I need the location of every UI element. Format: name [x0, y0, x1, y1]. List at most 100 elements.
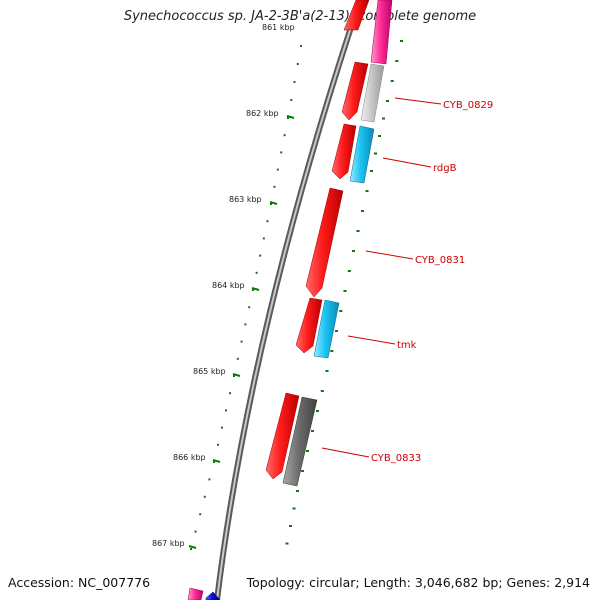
cds-feature-cyb0828[interactable] [343, 0, 370, 31]
ruler-dot [208, 478, 211, 481]
backbone-arc [214, 0, 363, 600]
ruler-dot [266, 220, 269, 223]
leader-tmk [347, 335, 396, 345]
gene-label-cyb0831[interactable]: CYB_0831 [415, 255, 465, 266]
leader-rdgb [382, 157, 432, 168]
outer-ruler-dot [311, 430, 314, 432]
ruler-label-867: 867 kbp [152, 539, 185, 548]
ruler-dot [300, 45, 302, 47]
cds-feature-rdgb[interactable] [331, 123, 357, 180]
leader-cyb0833 [321, 447, 370, 458]
ruler-dot [255, 271, 258, 274]
ruler-dot [283, 134, 286, 137]
cds-feature-cyb0831[interactable] [305, 187, 344, 298]
outer-ruler-dot [285, 542, 289, 545]
ruler-dot [262, 237, 265, 240]
cog-feature-pink-bottom[interactable] [187, 587, 204, 600]
accession-text: Accession: NC_007776 [8, 575, 151, 590]
ruler-label-863: 863 kbp [229, 195, 262, 204]
ruler-tick-862 [286, 115, 295, 119]
outer-ruler-dot [361, 210, 364, 212]
outer-ruler-dot [352, 250, 355, 252]
ruler-dot [236, 357, 239, 360]
cog-track [187, 0, 393, 600]
gene-label-tmk[interactable]: tmk [397, 340, 417, 351]
outer-ruler-dot [292, 507, 296, 510]
gene-label-cyb0833[interactable]: CYB_0833 [371, 453, 421, 464]
cds-feature-cyb0833[interactable] [265, 392, 300, 480]
cog-feature-darkgrey-cyb0833[interactable] [282, 396, 318, 487]
ruler-dot [248, 306, 251, 309]
outer-ruler-dot [378, 135, 381, 137]
ruler-dot [240, 340, 243, 343]
outer-ruler-dot [390, 80, 394, 82]
ruler-dot [233, 375, 235, 377]
ruler-ticks: 862 kbp 863 kbp 864 kbp 865 kbp 866 kbp … [152, 109, 295, 549]
ruler-dot [296, 63, 299, 65]
outer-ruler-dot [339, 310, 343, 312]
outer-ruler-dot [365, 190, 369, 192]
outer-ruler-dots [285, 40, 403, 545]
outer-ruler-dot [330, 350, 334, 352]
outer-ruler-dot [296, 490, 299, 492]
ruler-dot [229, 392, 231, 395]
ruler-dot [203, 495, 206, 498]
outer-ruler-dot [320, 390, 324, 392]
ruler-dot [217, 443, 219, 446]
ruler-dot [276, 168, 279, 171]
ruler-tick-865 [232, 373, 241, 377]
outer-ruler-dot [386, 100, 389, 102]
ruler-dot [273, 185, 276, 188]
ruler-tick-863 [269, 201, 278, 205]
gene-label-cyb0829[interactable]: CYB_0829 [443, 100, 493, 111]
outer-ruler-dot [301, 470, 304, 472]
ruler-dot [194, 530, 197, 533]
outer-ruler-dot [356, 230, 360, 232]
gene-label-rdgb[interactable]: rdgB [433, 163, 457, 174]
ruler-dot [270, 203, 272, 205]
ruler-tick-867 [188, 545, 197, 549]
cds-feature-tmk[interactable] [295, 297, 323, 354]
ruler-dot [259, 254, 262, 257]
ruler-dot [190, 548, 192, 550]
ruler-label-865: 865 kbp [193, 367, 226, 376]
outer-ruler-dot [370, 170, 373, 172]
outer-ruler-dot [316, 410, 319, 412]
leader-cyb0831 [365, 250, 414, 260]
outer-ruler-dot [347, 270, 351, 272]
outer-ruler-dot [325, 370, 329, 372]
outer-ruler-dot [306, 450, 309, 452]
leader-cyb0829 [394, 97, 442, 105]
outer-ruler-dot [395, 60, 399, 62]
ruler-dot [287, 117, 289, 119]
outer-ruler-dot [374, 152, 377, 155]
ruler-dot [252, 289, 254, 291]
ruler-dot [290, 99, 293, 101]
genome-summary-text: Topology: circular; Length: 3,046,682 bp… [246, 575, 590, 590]
outer-ruler-dot [335, 330, 338, 332]
cog-feature-grey-cyb0829[interactable] [360, 63, 385, 123]
outer-ruler-dot [400, 40, 403, 42]
ruler-label-864: 864 kbp [212, 281, 245, 290]
cog-feature-pink-top[interactable] [370, 0, 393, 65]
ruler-dot [213, 461, 215, 463]
ruler-dot [280, 151, 283, 154]
ruler-dot [244, 323, 247, 326]
ruler-dot [221, 426, 223, 429]
ruler-tick-864 [251, 287, 260, 291]
ruler-dot [293, 81, 296, 83]
cog-feature-blue-bottom[interactable] [205, 591, 221, 600]
cds-feature-cyb0829[interactable] [341, 61, 369, 121]
outer-ruler-dot [343, 290, 347, 292]
ruler-dots [190, 45, 302, 550]
cog-feature-cyan-rdgb[interactable] [349, 125, 375, 184]
outer-ruler-dot [289, 525, 292, 527]
backbone-arc-highlight [216, 0, 361, 600]
ruler-dot [225, 409, 227, 412]
label-leaders [321, 97, 442, 458]
ruler-label-862: 862 kbp [246, 109, 279, 118]
ruler-label-top: 861 kbp [262, 23, 295, 32]
gene-labels: CYB_0829 rdgB CYB_0831 tmk CYB_0833 [371, 100, 493, 464]
cog-feature-cyan-tmk[interactable] [313, 299, 340, 359]
